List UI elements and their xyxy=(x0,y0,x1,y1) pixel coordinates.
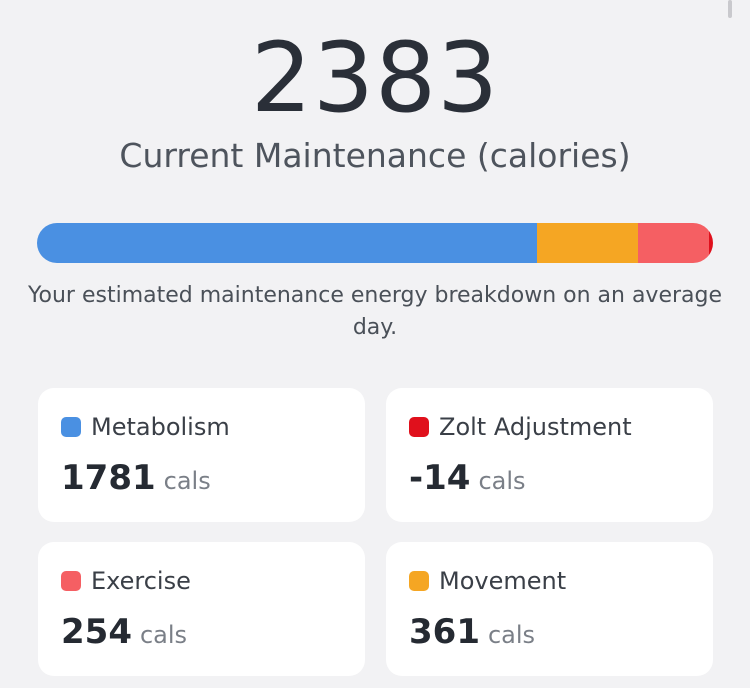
zolt-adjustment-label-row: Zolt Adjustment xyxy=(409,412,632,442)
exercise-value: 254 xyxy=(61,612,132,652)
scroll-indicator[interactable] xyxy=(728,0,732,18)
maintenance-summary: 2383 Current Maintenance (calories) xyxy=(0,22,750,176)
zolt-adjustment-value-row: -14 cals xyxy=(409,458,526,501)
movement-card[interactable]: Movement 361 cals xyxy=(386,542,713,676)
movement-unit: cals xyxy=(487,621,536,649)
exercise-swatch-icon xyxy=(61,571,81,591)
metabolism-value: 1781 xyxy=(61,458,156,498)
bar-segment-exercise xyxy=(637,223,710,263)
metabolism-value-row: 1781 cals xyxy=(61,458,211,501)
metabolism-label-row: Metabolism xyxy=(61,412,230,442)
movement-label-row: Movement xyxy=(409,566,566,596)
maintenance-title: Current Maintenance (calories) xyxy=(119,136,631,175)
zolt-adjustment-card[interactable]: Zolt Adjustment -14 cals xyxy=(386,388,713,522)
bar-segment-metabolism xyxy=(37,223,537,263)
bar-segment-zolt-adjustment xyxy=(709,223,713,263)
zolt-adjustment-label: Zolt Adjustment xyxy=(439,413,632,441)
bar-segment-movement xyxy=(536,223,638,263)
metabolism-unit: cals xyxy=(163,467,211,495)
zolt-adjustment-unit: cals xyxy=(478,467,526,495)
zolt-adjustment-swatch-icon xyxy=(409,417,429,437)
breakdown-bar xyxy=(37,223,713,263)
metabolism-label: Metabolism xyxy=(91,413,230,441)
metabolism-swatch-icon xyxy=(61,417,81,437)
breakdown-description: Your estimated maintenance energy breakd… xyxy=(28,283,723,340)
exercise-card[interactable]: Exercise 254 cals xyxy=(38,542,365,676)
zolt-adjustment-value: -14 xyxy=(409,458,471,498)
exercise-unit: cals xyxy=(139,621,188,649)
maintenance-total: 2383 xyxy=(250,22,500,134)
exercise-value-row: 254 cals xyxy=(61,612,187,655)
exercise-label: Exercise xyxy=(91,567,191,595)
movement-value: 361 xyxy=(409,612,480,652)
movement-swatch-icon xyxy=(409,571,429,591)
movement-label: Movement xyxy=(439,567,567,595)
metabolism-card[interactable]: Metabolism 1781 cals xyxy=(38,388,365,522)
exercise-label-row: Exercise xyxy=(61,566,191,596)
movement-value-row: 361 cals xyxy=(409,612,535,655)
